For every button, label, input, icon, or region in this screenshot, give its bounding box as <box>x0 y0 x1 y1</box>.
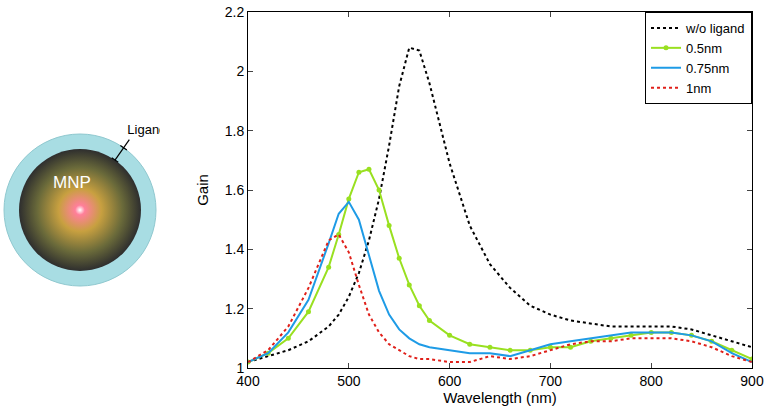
svg-text:w/o ligand: w/o ligand <box>685 21 745 36</box>
svg-text:Gain: Gain <box>194 174 211 206</box>
svg-text:900: 900 <box>740 373 764 389</box>
svg-text:1.2: 1.2 <box>225 301 245 317</box>
svg-text:Wavelength (nm): Wavelength (nm) <box>443 389 557 406</box>
svg-text:2: 2 <box>236 63 244 79</box>
svg-text:1: 1 <box>236 360 244 376</box>
svg-text:1.8: 1.8 <box>225 123 245 139</box>
svg-text:0.5nm: 0.5nm <box>686 41 722 56</box>
svg-text:1nm: 1nm <box>686 81 711 96</box>
svg-text:500: 500 <box>337 373 361 389</box>
svg-text:1.6: 1.6 <box>225 182 245 198</box>
svg-text:700: 700 <box>539 373 563 389</box>
svg-text:800: 800 <box>640 373 664 389</box>
svg-text:1.4: 1.4 <box>225 241 245 257</box>
svg-text:400: 400 <box>236 373 260 389</box>
svg-text:Ligand: Ligand <box>127 122 165 137</box>
svg-text:600: 600 <box>438 373 462 389</box>
svg-text:2.2: 2.2 <box>225 4 245 20</box>
svg-text:0.75nm: 0.75nm <box>686 61 729 76</box>
svg-text:MNP: MNP <box>53 173 91 192</box>
